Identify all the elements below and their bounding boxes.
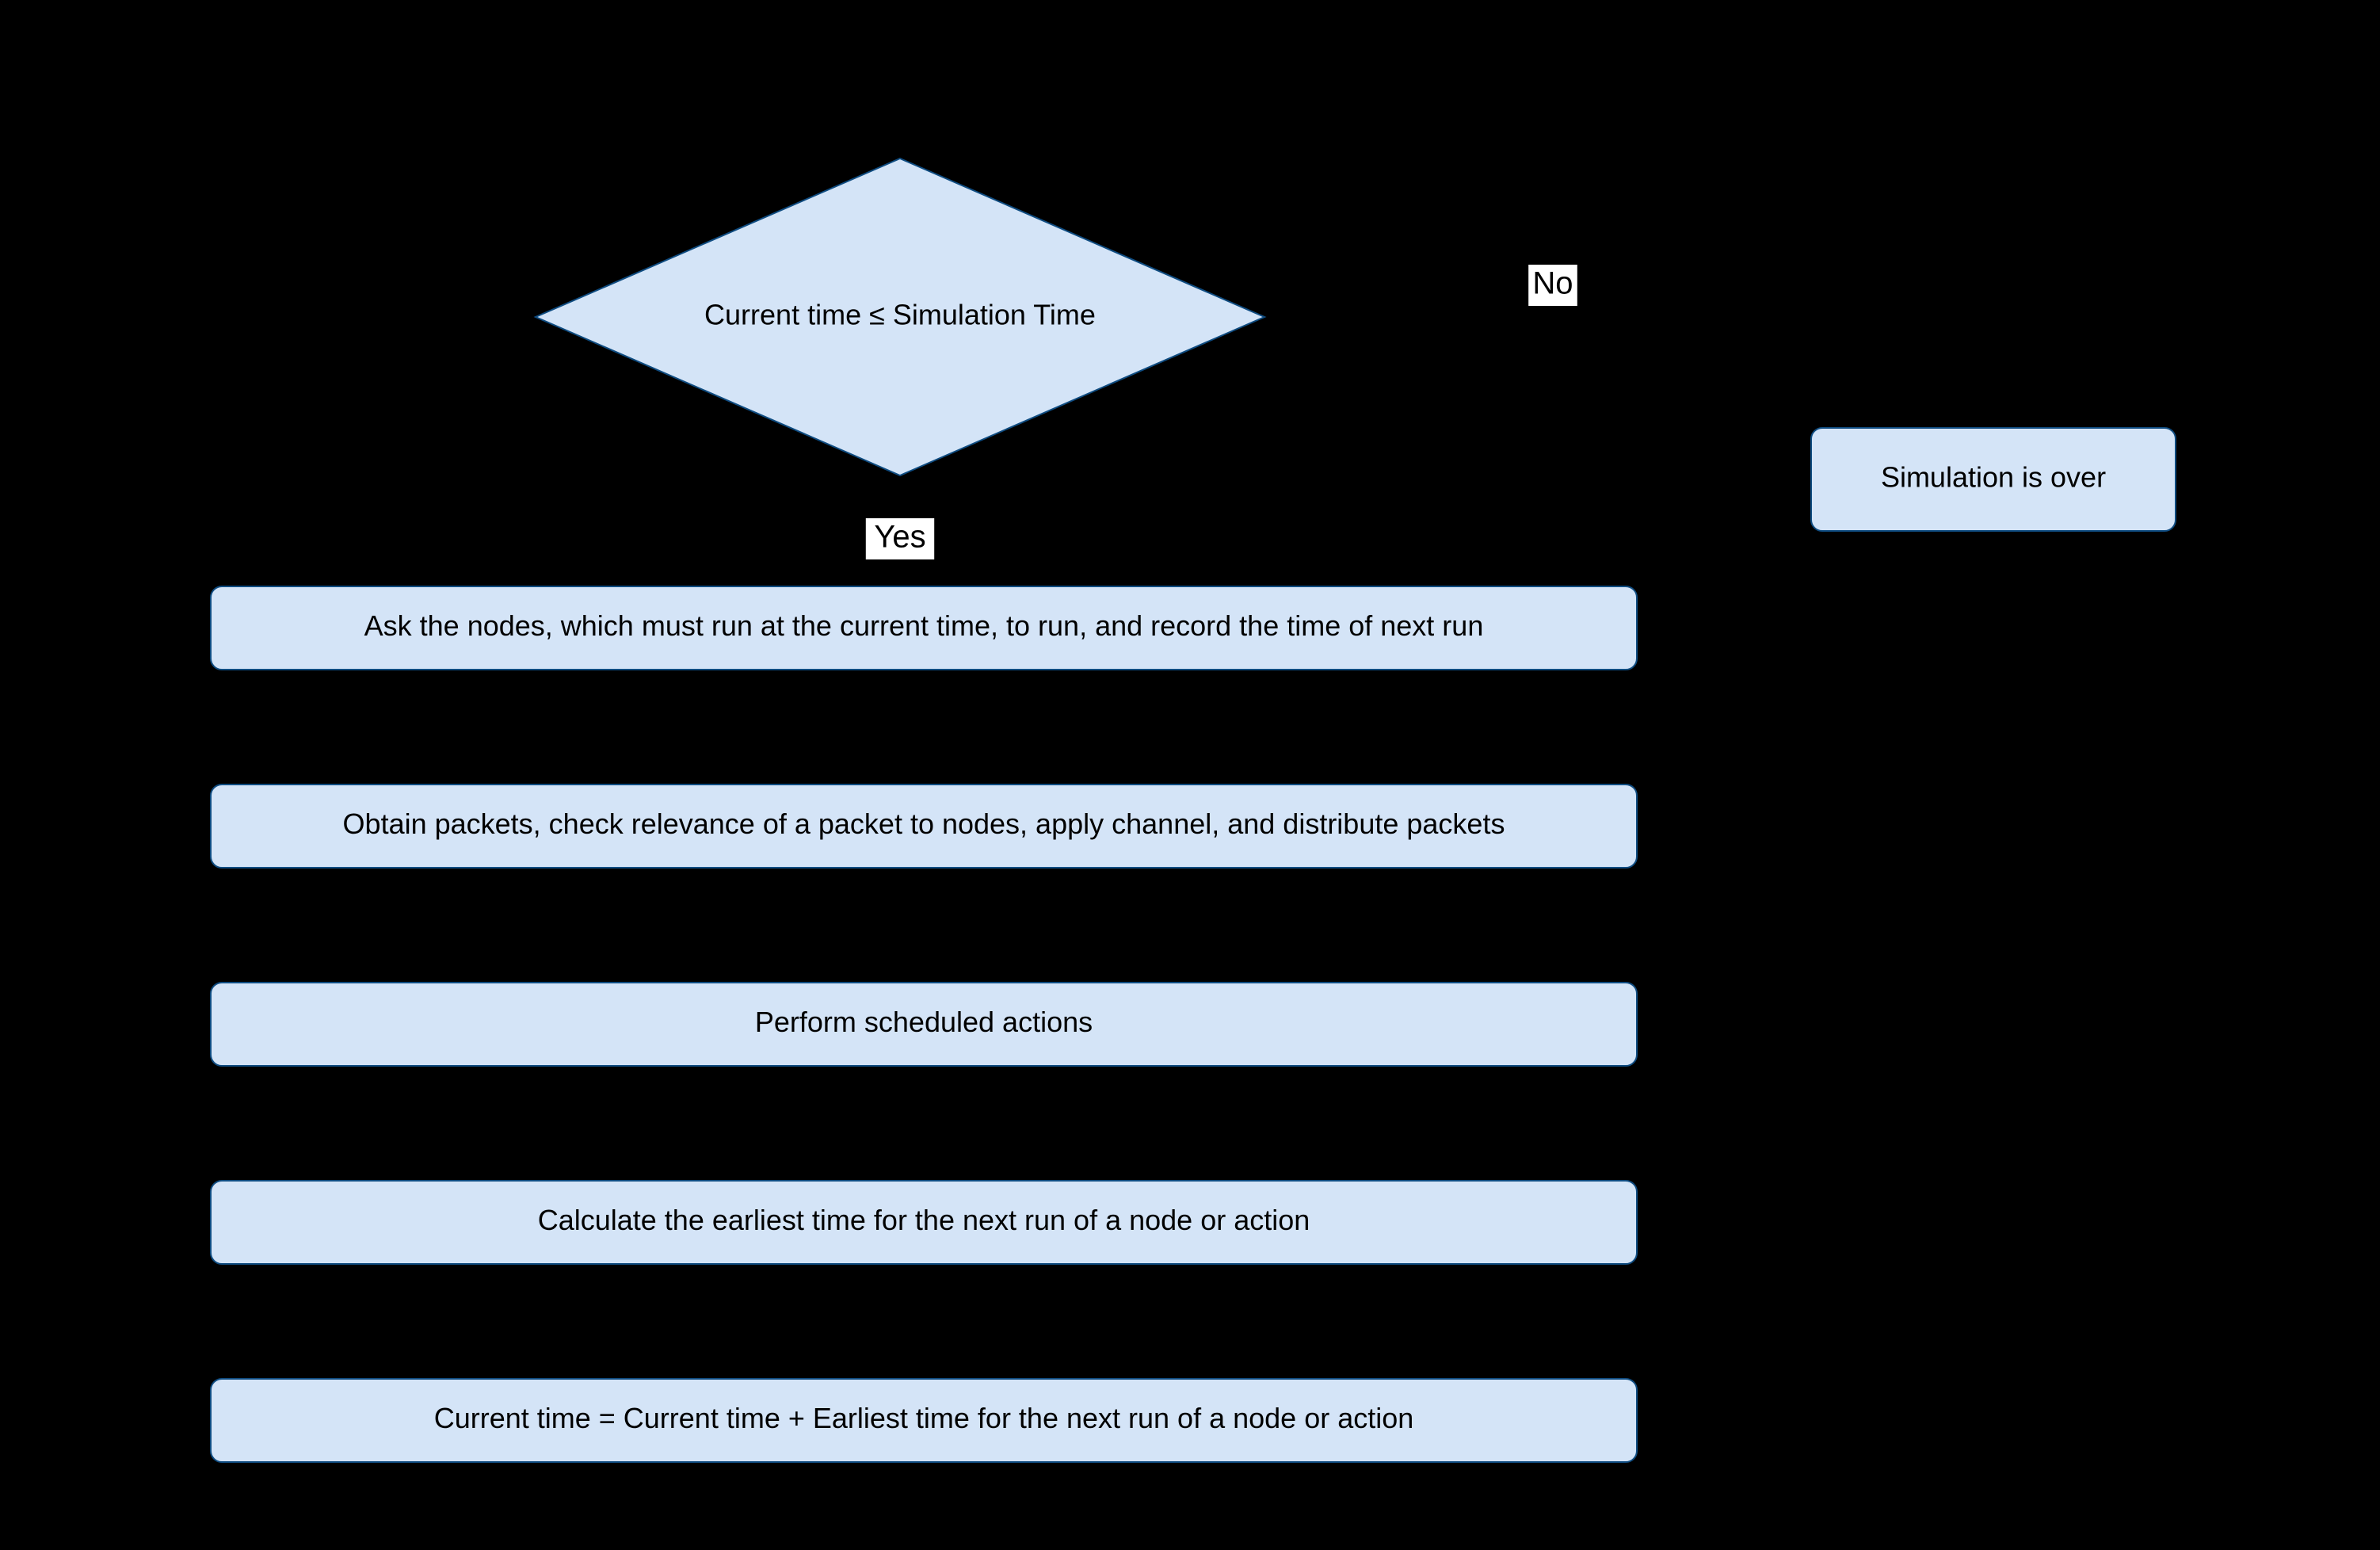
- node-decision: Current time ≤ Simulation Time: [536, 158, 1264, 475]
- node-step2: Obtain packets, check relevance of a pac…: [211, 785, 1637, 868]
- node-label-simover: Simulation is over: [1881, 461, 2106, 494]
- node-step3: Perform scheduled actions: [211, 983, 1637, 1066]
- edge-e_no: No: [1264, 265, 1993, 428]
- node-step4: Calculate the earliest time for the next…: [211, 1181, 1637, 1264]
- node-label-step5: Current time = Current time + Earliest t…: [434, 1402, 1414, 1434]
- flowchart-svg: No Yes Current time ≤ Simulation Time Simul…: [0, 0, 2380, 1550]
- svg-text:No: No: [1532, 266, 1573, 301]
- node-step1: Ask the nodes, which must run at the cur…: [211, 586, 1637, 670]
- node-label-step4: Calculate the earliest time for the next…: [538, 1204, 1310, 1236]
- node-step5: Current time = Current time + Earliest t…: [211, 1379, 1637, 1462]
- node-label-step1: Ask the nodes, which must run at the cur…: [364, 609, 1484, 642]
- node-label-step3: Perform scheduled actions: [755, 1006, 1093, 1038]
- node-label-decision: Current time ≤ Simulation Time: [704, 299, 1096, 331]
- edge-e_yes: Yes: [866, 475, 934, 586]
- node-simover: Simulation is over: [1811, 428, 2176, 531]
- node-label-step2: Obtain packets, check relevance of a pac…: [343, 807, 1505, 840]
- svg-text:Yes: Yes: [874, 520, 925, 555]
